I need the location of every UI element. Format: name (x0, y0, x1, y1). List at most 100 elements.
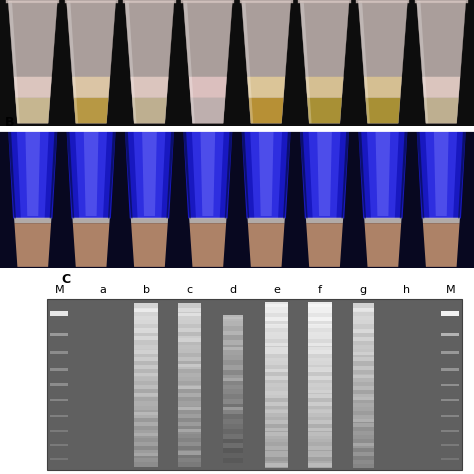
Bar (353, 427, 374, 431)
Bar (179, 393, 201, 397)
Bar (308, 416, 332, 420)
Bar (265, 451, 288, 455)
Bar (223, 365, 243, 370)
Bar (308, 412, 332, 417)
Bar (265, 325, 288, 328)
Polygon shape (131, 77, 168, 98)
Bar (179, 332, 201, 337)
Text: d: d (229, 285, 237, 295)
Bar (134, 393, 158, 396)
Bar (223, 389, 243, 394)
Bar (179, 458, 201, 463)
Polygon shape (458, 130, 466, 219)
Polygon shape (8, 130, 57, 219)
Bar (353, 398, 374, 402)
Bar (308, 442, 332, 446)
Bar (265, 394, 288, 398)
Polygon shape (166, 130, 174, 219)
Bar (179, 421, 201, 426)
Bar (265, 305, 288, 310)
Bar (223, 384, 243, 390)
Bar (308, 424, 332, 428)
Bar (308, 379, 332, 383)
Polygon shape (356, 0, 410, 3)
Bar (308, 342, 332, 346)
Bar (179, 405, 201, 410)
Bar (134, 401, 158, 406)
Bar (353, 419, 374, 422)
Bar (223, 315, 243, 321)
Polygon shape (125, 130, 174, 219)
Bar (179, 438, 201, 442)
Bar (134, 356, 158, 361)
Polygon shape (417, 130, 466, 219)
Text: M: M (446, 285, 455, 295)
Polygon shape (300, 130, 308, 219)
Polygon shape (183, 1, 195, 123)
Bar (50, 399, 68, 401)
Polygon shape (75, 130, 107, 219)
Bar (47, 299, 462, 470)
Bar (134, 412, 158, 415)
Bar (179, 313, 201, 316)
Bar (134, 332, 158, 337)
Bar (134, 413, 158, 418)
Bar (308, 317, 332, 320)
Bar (308, 361, 332, 365)
Bar (353, 397, 374, 400)
Bar (308, 309, 332, 313)
Polygon shape (247, 77, 285, 98)
Bar (50, 415, 68, 417)
Polygon shape (341, 130, 349, 219)
Bar (179, 385, 201, 389)
Bar (179, 417, 201, 422)
Bar (265, 409, 288, 413)
Polygon shape (8, 1, 57, 123)
Bar (134, 350, 158, 354)
Bar (353, 414, 374, 419)
Bar (353, 308, 374, 312)
Bar (441, 351, 459, 354)
Polygon shape (423, 223, 460, 267)
Bar (308, 372, 332, 376)
Bar (134, 344, 158, 348)
Bar (223, 453, 243, 458)
Polygon shape (6, 0, 59, 3)
Bar (265, 420, 288, 424)
Polygon shape (189, 77, 227, 98)
Bar (134, 336, 158, 340)
Bar (308, 461, 332, 465)
Polygon shape (248, 223, 284, 267)
Bar (179, 429, 201, 432)
Bar (308, 324, 332, 328)
Polygon shape (73, 218, 110, 223)
Bar (308, 375, 332, 380)
Polygon shape (242, 130, 291, 219)
Bar (308, 409, 332, 413)
Bar (179, 426, 201, 430)
Bar (223, 320, 243, 326)
Bar (353, 431, 374, 436)
Bar (223, 374, 243, 380)
Bar (134, 397, 158, 401)
Bar (441, 458, 459, 460)
Bar (179, 389, 201, 393)
Bar (134, 311, 158, 316)
Bar (134, 405, 158, 410)
Bar (441, 384, 459, 386)
Bar (134, 324, 158, 328)
Polygon shape (8, 130, 16, 219)
Bar (308, 446, 332, 450)
Bar (308, 435, 332, 439)
Bar (223, 407, 243, 410)
Bar (223, 443, 243, 448)
Bar (353, 303, 374, 308)
Bar (134, 421, 158, 426)
Bar (223, 448, 243, 453)
Bar (265, 331, 288, 336)
Polygon shape (400, 130, 408, 219)
Polygon shape (190, 223, 226, 267)
Bar (134, 450, 158, 455)
Bar (308, 390, 332, 393)
Bar (0, 130, 474, 268)
